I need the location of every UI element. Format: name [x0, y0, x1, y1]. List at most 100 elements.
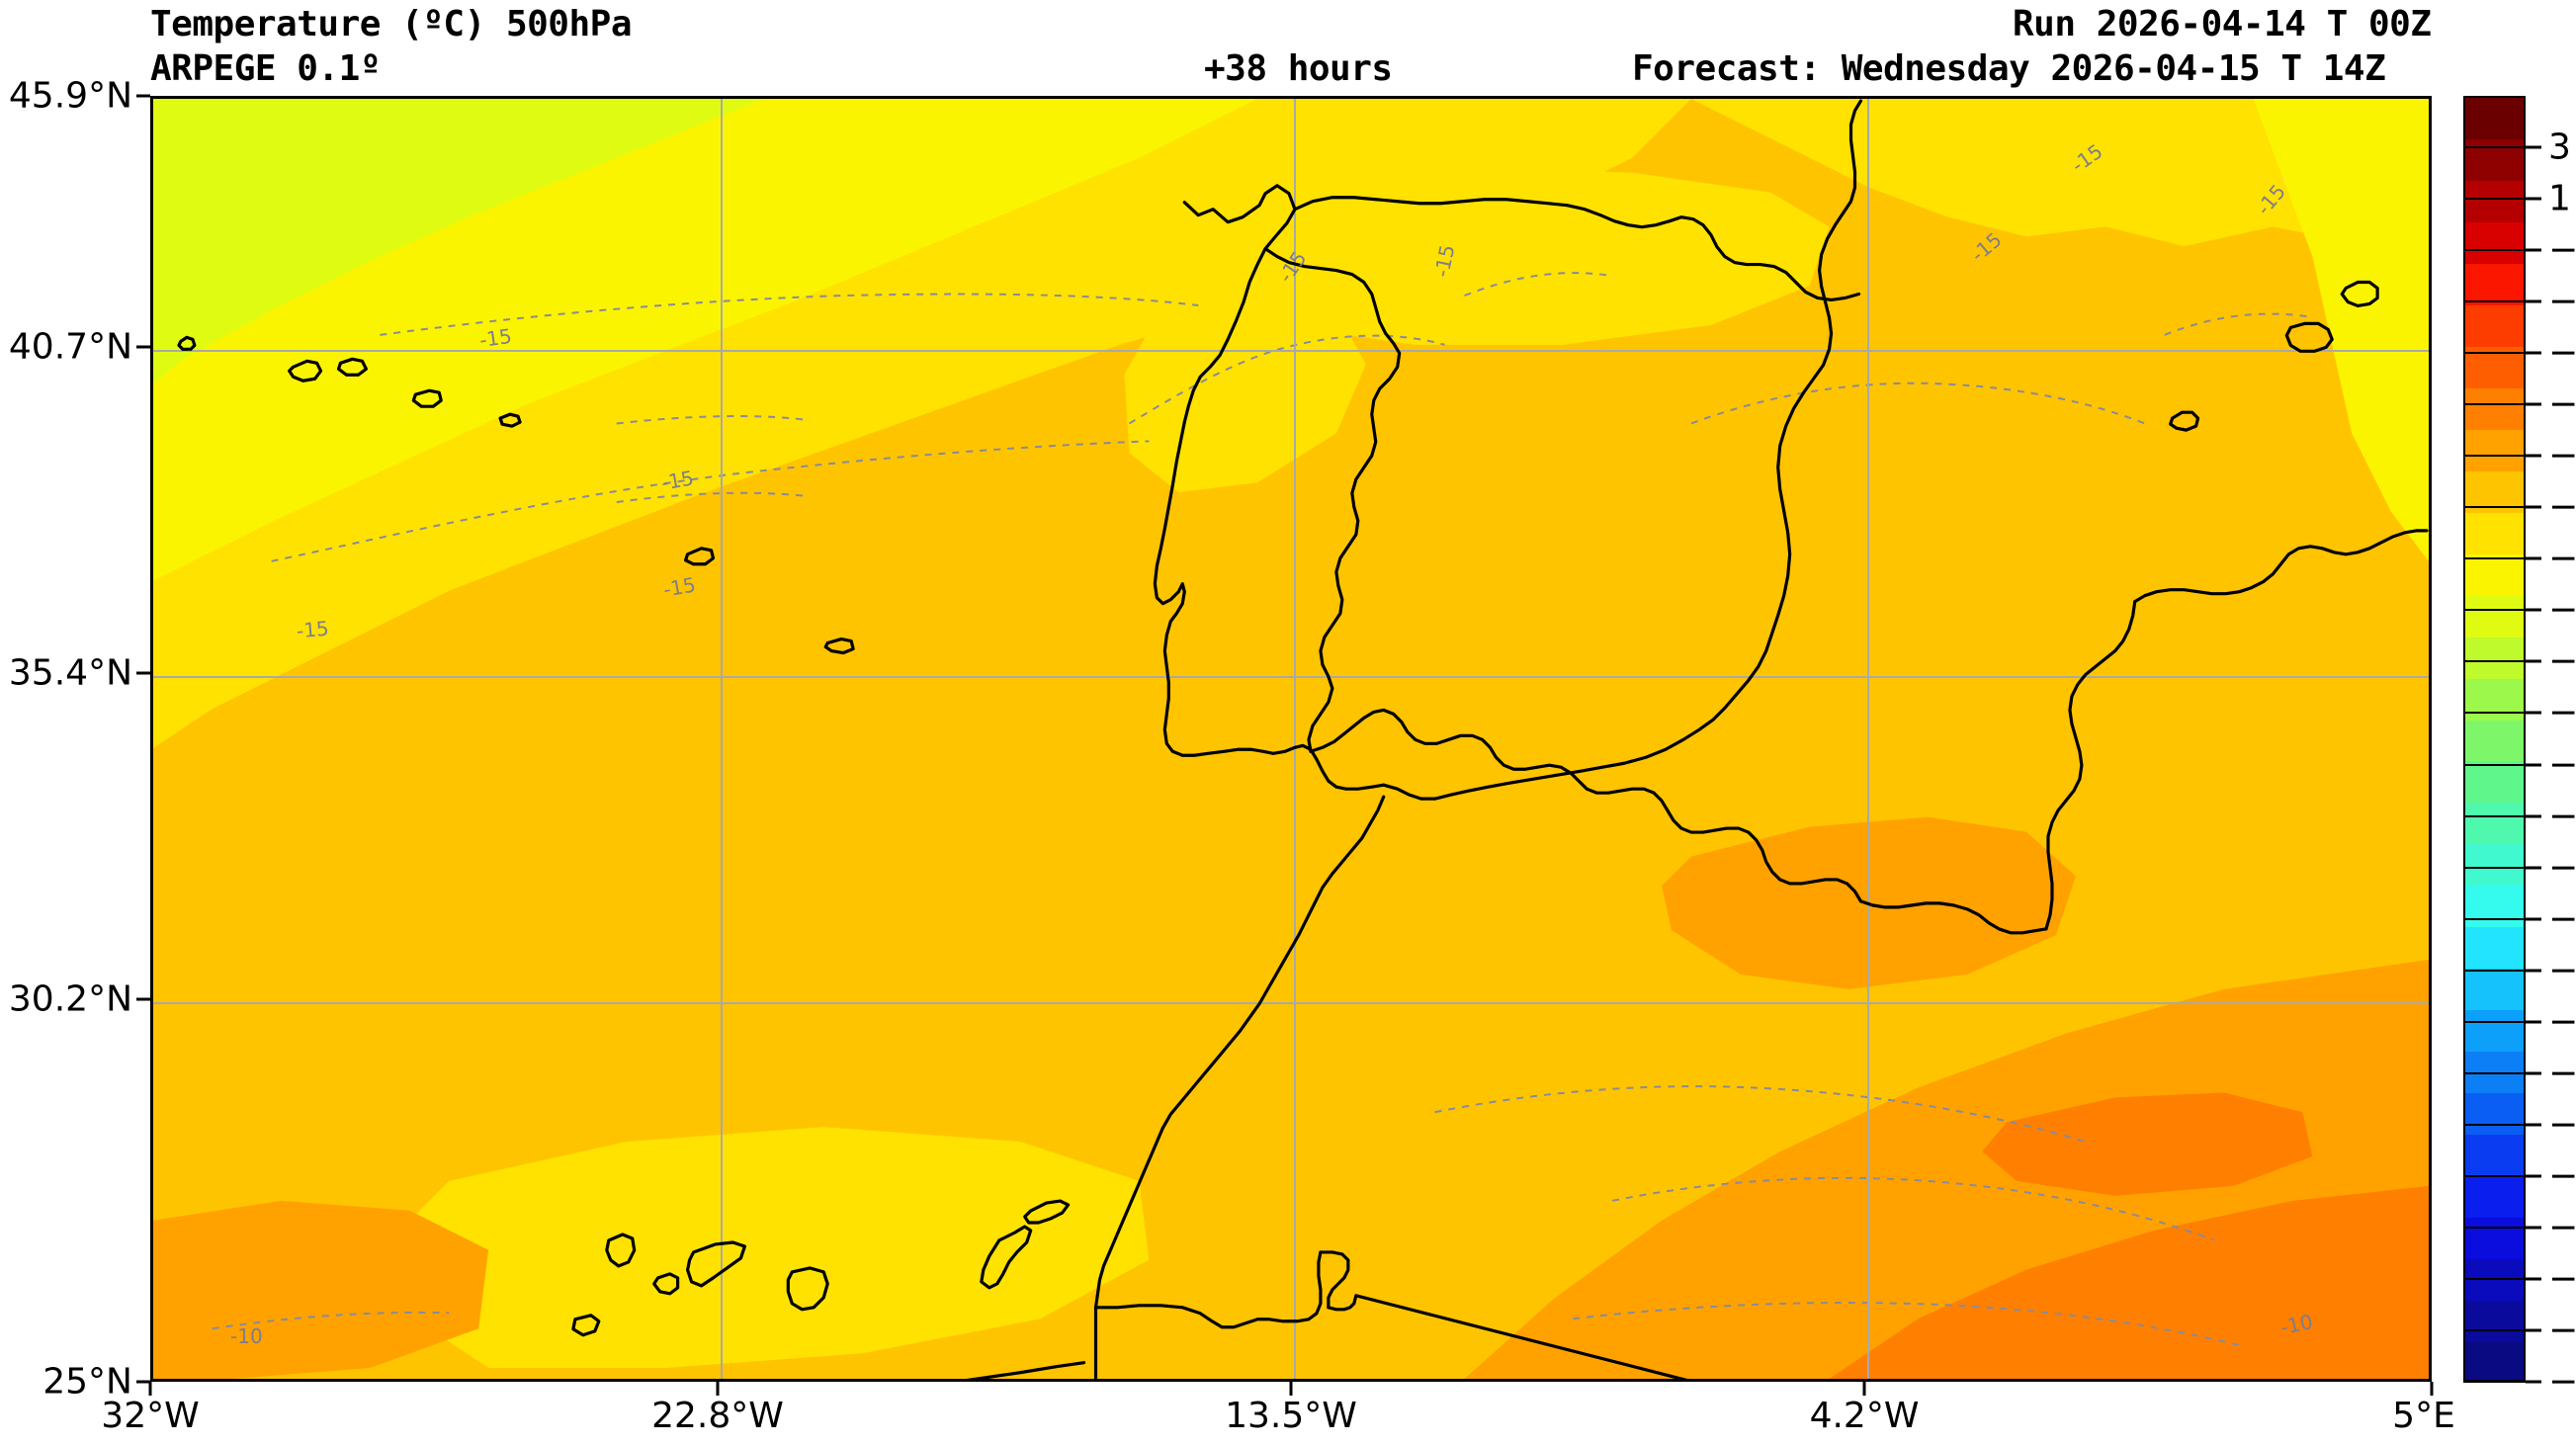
colorbar-tick — [2526, 814, 2541, 818]
colorbar-segment — [2465, 1342, 2524, 1380]
colorbar-tick-label: −29 — [2548, 950, 2576, 991]
contour-line — [616, 415, 805, 425]
colorbar-segment — [2465, 761, 2524, 805]
temperature-band — [399, 1127, 1150, 1369]
contour-line — [1434, 1085, 2087, 1144]
x-tick — [148, 1382, 152, 1396]
colorbar-segment — [2465, 180, 2524, 223]
colorbar-tick — [2526, 197, 2541, 201]
contour-line — [616, 491, 810, 504]
temperature-band — [1829, 1185, 2429, 1379]
colorbar-tick-line — [2463, 557, 2526, 560]
colorbar-tick-line — [2463, 1328, 2526, 1331]
colorbar-tick-line — [2463, 1226, 2526, 1229]
colorbar-tick — [2526, 1020, 2541, 1024]
x-tick-label: 13.5°W — [1225, 1396, 1357, 1436]
y-tick-label: 35.4°N — [8, 652, 132, 694]
colorbar-tick-line — [2463, 1123, 2526, 1126]
colorbar-tick-label: −41 — [2548, 1258, 2576, 1300]
contour-line — [1573, 1302, 2244, 1348]
y-tick — [136, 1380, 150, 1384]
colorbar-tick-label: −13 — [2548, 538, 2576, 579]
chart-title: Temperature (ºC) 500hPa — [150, 4, 633, 44]
temperature-band — [1982, 1092, 2313, 1196]
contour-line — [1611, 1176, 2214, 1241]
colorbar-tick — [2526, 608, 2541, 612]
contour-label: -10 — [230, 1324, 263, 1348]
colorbar-tick-line — [2463, 506, 2526, 509]
colorbar-segment — [2465, 969, 2524, 1011]
colorbar-tick-label: −15 — [2548, 589, 2576, 631]
colorbar-tick — [2526, 145, 2541, 149]
colorbar-segment — [2465, 1301, 2524, 1343]
colorbar-tick — [2526, 969, 2541, 973]
colorbar-segment — [2465, 637, 2524, 680]
colorbar-segment — [2465, 886, 2524, 928]
colorbar-tick — [2526, 299, 2541, 303]
colorbar-tick-line — [2463, 609, 2526, 612]
colorbar-segment — [2465, 512, 2524, 555]
map-plot-area[interactable]: -15 -15 -15 -15 -15 -15 -15 -15 -15 -10 … — [150, 96, 2432, 1382]
colorbar-tick-label: −25 — [2548, 847, 2576, 889]
colorbar-tick-line — [2463, 403, 2526, 406]
colorbar-tick-line — [2463, 866, 2526, 869]
colorbar-tick-label: −11 — [2548, 486, 2576, 528]
colorbar-segment — [2465, 98, 2524, 140]
colorbar-tick-label: −5 — [2548, 332, 2576, 374]
colorbar-tick-line — [2463, 146, 2526, 149]
colorbar-tick — [2526, 454, 2541, 458]
x-tick-label: 4.2°W — [1809, 1396, 1920, 1436]
colorbar-tick-line — [2463, 198, 2526, 201]
colorbar-tick-line — [2463, 763, 2526, 766]
colorbar-tick — [2526, 1328, 2541, 1332]
gridline-lon-13 — [1294, 99, 1296, 1379]
colorbar-tick — [2526, 1123, 2541, 1127]
colorbar-tick-label: −3 — [2548, 281, 2576, 322]
colorbar-tick-label: −31 — [2548, 1001, 2576, 1043]
y-tick — [136, 94, 150, 98]
colorbar-segment — [2465, 263, 2524, 306]
colorbar-tick — [2526, 1174, 2541, 1178]
colorbar-tick-line — [2463, 455, 2526, 458]
colorbar-segment — [2465, 720, 2524, 763]
colorbar-tick — [2526, 1226, 2541, 1230]
temperature-band — [271, 108, 577, 217]
colorbar[interactable] — [2463, 96, 2526, 1382]
colorbar-segment — [2465, 1218, 2524, 1260]
colorbar-segment — [2465, 1135, 2524, 1177]
colorbar-tick-label: −43 — [2548, 1310, 2576, 1351]
contour-line — [1464, 272, 1613, 298]
colorbar-segment — [2465, 553, 2524, 597]
contour-label: -15 — [477, 323, 514, 353]
colorbar-tick-line — [2463, 712, 2526, 715]
temperature-band — [1690, 99, 2429, 247]
colorbar-tick-label: −35 — [2548, 1104, 2576, 1146]
x-tick-label: 32°W — [101, 1396, 200, 1436]
colorbar-tick-line — [2463, 300, 2526, 303]
colorbar-tick — [2526, 866, 2541, 870]
colorbar-tick-label: −1 — [2548, 229, 2576, 271]
colorbar-segment — [2465, 844, 2524, 887]
colorbar-segment — [2465, 1010, 2524, 1053]
colorbar-tick-label: −19 — [2548, 692, 2576, 733]
colorbar-tick-line — [2463, 249, 2526, 252]
colorbar-tick-line — [2463, 1071, 2526, 1074]
colorbar-tick-label: 3 — [2548, 127, 2571, 168]
colorbar-tick — [2526, 351, 2541, 355]
x-tick — [1862, 1382, 1866, 1396]
colorbar-tick-line — [2463, 1174, 2526, 1177]
x-tick-label: 5°E — [2392, 1396, 2455, 1436]
colorbar-tick — [2526, 402, 2541, 406]
y-tick-label: 30.2°N — [8, 978, 132, 1020]
colorbar-tick-label: −17 — [2548, 640, 2576, 682]
temperature-band — [153, 1200, 489, 1379]
contour-label: -15 — [296, 616, 330, 643]
colorbar-tick-line — [2463, 1020, 2526, 1023]
colorbar-tick — [2526, 659, 2541, 663]
x-tick-label: 22.8°W — [651, 1396, 784, 1436]
gridline-lon-22 — [721, 99, 723, 1379]
colorbar-tick-label: −37 — [2548, 1155, 2576, 1197]
contour-line — [2164, 312, 2313, 336]
colorbar-tick — [2526, 1277, 2541, 1281]
colorbar-segment — [2465, 595, 2524, 638]
